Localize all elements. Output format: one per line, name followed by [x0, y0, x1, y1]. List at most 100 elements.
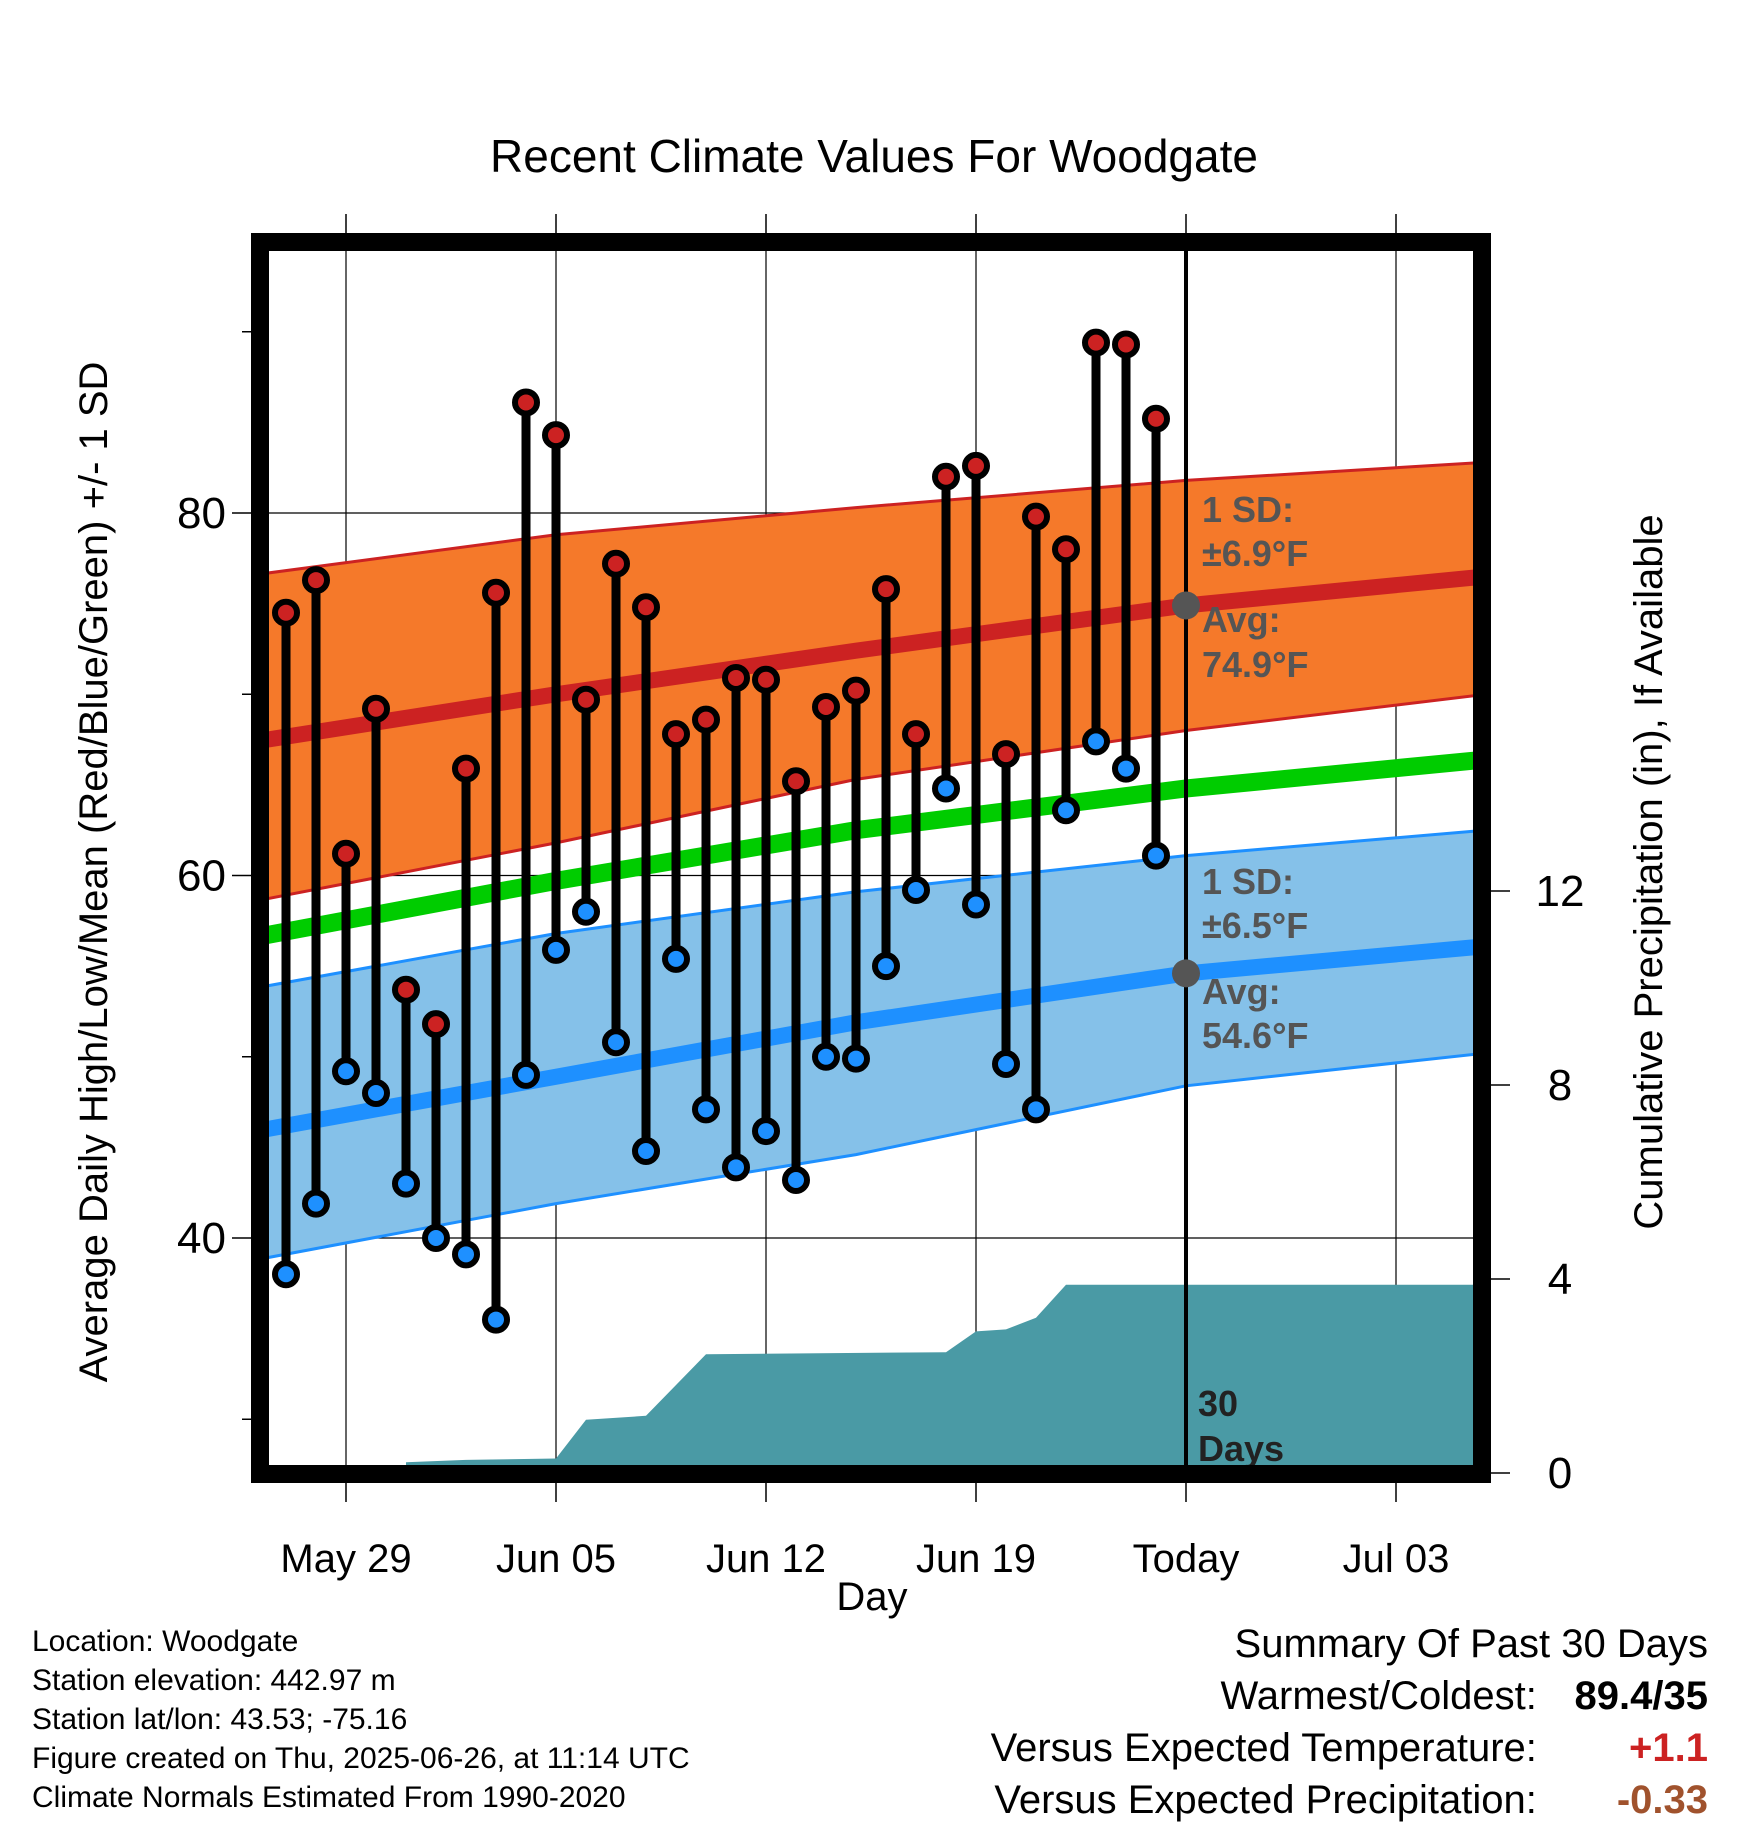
- x-tick-label: Jun 19: [916, 1537, 1036, 1581]
- high-point: [992, 740, 1020, 769]
- x-tick-label: Jul 03: [1343, 1537, 1450, 1581]
- high-point: [932, 462, 960, 491]
- high-point: [512, 388, 540, 417]
- low-point: [632, 1137, 660, 1165]
- low-point: [1142, 841, 1170, 870]
- summary-panel: Summary Of Past 30 Days Warmest/Coldest:…: [808, 1622, 1708, 1830]
- high-point: [782, 767, 810, 796]
- low-point: [272, 1260, 300, 1289]
- low-avg-label: Avg:: [1202, 971, 1281, 1012]
- y2-axis-label: Cumulative Precipitation (in), If Availa…: [1627, 514, 1671, 1229]
- today-low-avg-marker: [1172, 959, 1200, 988]
- high-point: [722, 663, 750, 692]
- warmest-label: Warmest/Coldest:: [1220, 1674, 1537, 1718]
- warmest-value: 89.4/35: [1574, 1674, 1708, 1718]
- low-sd-label: 1 SD:: [1202, 861, 1294, 902]
- high-point: [332, 839, 360, 868]
- low-point: [512, 1060, 540, 1089]
- location-text: Location: Woodgate: [32, 1625, 299, 1658]
- high-upper-line: [260, 461, 1482, 576]
- y-tick-label: 80: [177, 489, 226, 538]
- high-avg-line: [260, 568, 1482, 749]
- y-tick-label: 40: [177, 1214, 226, 1263]
- low-point: [842, 1044, 870, 1073]
- low-point: [542, 935, 570, 964]
- low-point: [752, 1117, 780, 1146]
- low-point: [1052, 796, 1080, 825]
- x-axis-label: Day: [836, 1575, 907, 1619]
- y2-tick-label: 0: [1548, 1449, 1572, 1498]
- temp-anomaly-value: +1.1: [1629, 1726, 1708, 1770]
- high-point: [752, 665, 780, 694]
- high-point: [842, 676, 870, 705]
- high-point: [1082, 328, 1110, 357]
- high-point: [1142, 404, 1170, 433]
- temp-anomaly-label: Versus Expected Temperature:: [990, 1726, 1537, 1770]
- low-point: [692, 1095, 720, 1124]
- y2-tick-label: 12: [1536, 867, 1585, 916]
- chart-title: Recent Climate Values For Woodgate: [490, 130, 1258, 182]
- normals-text: Climate Normals Estimated From 1990-2020: [32, 1781, 626, 1814]
- y2-tick-label: 8: [1548, 1061, 1572, 1110]
- low-point: [332, 1057, 360, 1086]
- station-info: Location: Woodgate Station elevation: 44…: [32, 1622, 690, 1817]
- high-sd-label: 1 SD:: [1202, 489, 1294, 530]
- high-point: [602, 549, 630, 578]
- low-point: [1022, 1095, 1050, 1124]
- high-point: [692, 705, 720, 734]
- high-point: [812, 692, 840, 721]
- high-point: [362, 694, 390, 723]
- high-point: [1022, 502, 1050, 531]
- low-point: [482, 1305, 510, 1334]
- precip-anomaly-label: Versus Expected Precipitation:: [994, 1778, 1537, 1822]
- high-avg-value: 74.9°F: [1202, 644, 1308, 685]
- low-point: [1082, 727, 1110, 756]
- high-point: [1052, 535, 1080, 564]
- y-axis-label: Average Daily High/Low/Mean (Red/Blue/Gr…: [72, 362, 116, 1383]
- days-label-number: 30: [1198, 1383, 1238, 1424]
- low-sd-value: ±6.5°F: [1202, 905, 1308, 946]
- high-point: [272, 598, 300, 627]
- low-lower-line: [260, 1052, 1482, 1261]
- low-point: [1112, 754, 1140, 783]
- low-point: [602, 1028, 630, 1057]
- climate-chart: Recent Climate Values For Woodgate 1 SD:…: [72, 130, 1671, 1619]
- high-point: [452, 754, 480, 783]
- x-tick-label: Jun 05: [496, 1537, 616, 1581]
- high-point: [902, 720, 930, 749]
- x-tick-label: Jun 12: [706, 1537, 826, 1581]
- low-point: [962, 890, 990, 919]
- high-point: [572, 685, 600, 714]
- x-tick-label: Today: [1133, 1537, 1240, 1581]
- y-tick-label: 60: [177, 852, 226, 901]
- low-point: [992, 1050, 1020, 1078]
- low-point: [422, 1224, 450, 1252]
- today-high-avg-marker: [1172, 591, 1200, 620]
- high-point: [632, 593, 660, 622]
- plot-frame: [251, 233, 1491, 1483]
- low-point: [812, 1042, 840, 1071]
- latlon-text: Station lat/lon: 43.53; -75.16: [32, 1703, 408, 1736]
- low-point: [722, 1153, 750, 1182]
- y2-tick-label: 4: [1548, 1255, 1572, 1304]
- high-point: [542, 421, 570, 450]
- low-point: [572, 897, 600, 926]
- precip-anomaly-value: -0.33: [1616, 1778, 1708, 1822]
- x-tick-label: May 29: [280, 1537, 411, 1581]
- high-point: [662, 720, 690, 749]
- elevation-text: Station elevation: 442.97 m: [32, 1664, 396, 1697]
- precip-area: [260, 1284, 1482, 1473]
- days-label-text: Days: [1198, 1428, 1284, 1469]
- high-point: [422, 1010, 450, 1039]
- summary-title: Summary Of Past 30 Days: [1234, 1622, 1708, 1666]
- created-text: Figure created on Thu, 2025-06-26, at 11…: [32, 1742, 690, 1775]
- high-sd-value: ±6.9°F: [1202, 533, 1308, 574]
- low-point: [392, 1169, 420, 1198]
- high-point: [1112, 330, 1140, 359]
- high-sd-band: [260, 462, 1482, 901]
- high-point: [482, 578, 510, 607]
- low-point: [872, 952, 900, 981]
- low-point: [302, 1189, 330, 1218]
